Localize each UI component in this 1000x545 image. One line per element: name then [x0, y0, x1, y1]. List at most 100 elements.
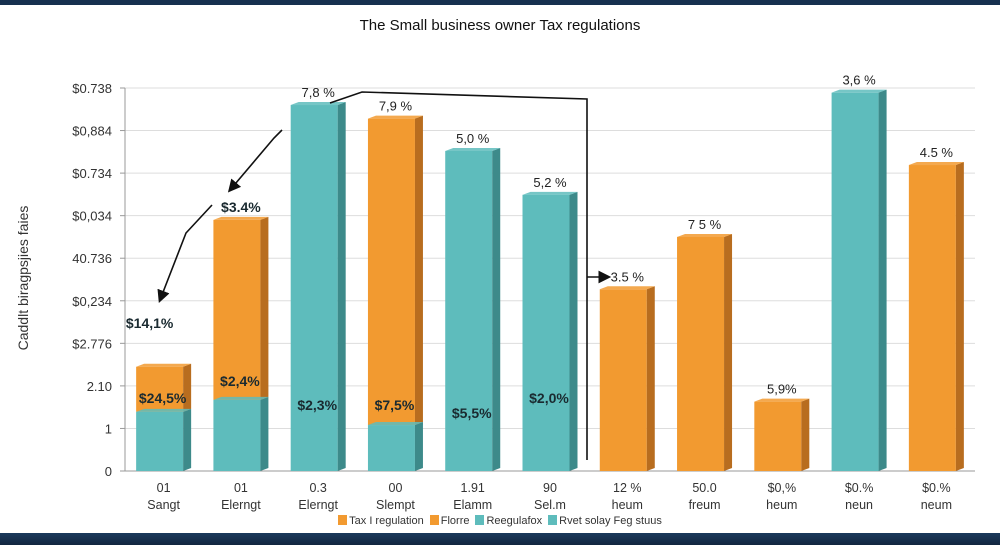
- x-category-sublabel: heum: [612, 498, 643, 512]
- bar-orange-top: [213, 216, 269, 220]
- bar-teal-top: [445, 147, 501, 151]
- x-category-label: $0.%: [845, 481, 874, 495]
- bar-orange-side: [801, 398, 810, 471]
- bar-orange-side: [646, 286, 655, 471]
- bar-orange: [677, 236, 725, 471]
- x-category-sublabel: Sangt: [147, 498, 180, 512]
- data-label-top: 5,9%: [767, 382, 797, 397]
- data-label-top: 3,6 %: [842, 73, 876, 88]
- bar-orange-side: [260, 216, 269, 400]
- legend-item: Florre: [429, 515, 470, 527]
- bar-teal-side: [260, 396, 269, 471]
- data-label-top: 4.5 %: [920, 145, 954, 160]
- data-label-top: 5,0 %: [456, 131, 490, 146]
- y-tick-label: $0.734: [72, 166, 112, 181]
- bar-orange: [367, 118, 415, 426]
- x-category-sublabel: Elamm: [453, 498, 492, 512]
- data-label-top: 5,2 %: [533, 175, 567, 190]
- bar-teal-top: [136, 408, 192, 412]
- legend-item: Rvet solay Feg stuus: [548, 515, 662, 527]
- bar-teal: [136, 411, 184, 471]
- x-category-sublabel: Sel.m: [534, 498, 566, 512]
- x-category-label: $0.%: [922, 481, 951, 495]
- bar-teal-top: [522, 191, 578, 195]
- bar-orange-top: [367, 115, 423, 119]
- top-frame-bar: [0, 0, 1000, 5]
- x-category-sublabel: neum: [921, 498, 952, 512]
- annotation-connector: [329, 91, 588, 460]
- x-category-label: 01: [157, 481, 171, 495]
- legend: Tax I regulation Florre Reegulafox Rvet sol…: [0, 515, 1000, 527]
- bar-teal-top: [290, 102, 346, 106]
- bar-orange-side: [955, 162, 964, 471]
- bar-teal-top: [367, 422, 423, 426]
- data-label-inner: $7,5%: [375, 397, 415, 413]
- data-label-top: $14,1%: [126, 315, 174, 331]
- bar-orange-top: [136, 363, 192, 367]
- data-label-top: 7,9 %: [379, 99, 413, 114]
- bar-orange: [754, 401, 802, 471]
- bar-orange: [213, 219, 261, 400]
- bar-teal-top: [213, 396, 269, 400]
- annotation-arrow-1: [227, 129, 283, 193]
- legend-swatch: [429, 515, 439, 525]
- bar-orange: [136, 366, 184, 412]
- bar-teal-side: [337, 102, 346, 472]
- data-label-inner: $2,0%: [529, 390, 569, 406]
- data-label-top: 7 5 %: [688, 217, 722, 232]
- x-category-label: 0.3: [309, 481, 326, 495]
- bar-teal-top: [831, 89, 887, 93]
- chart-title: The Small business owner Tax regulations: [359, 17, 641, 34]
- x-category-label: 12 %: [613, 481, 642, 495]
- bar-orange-top: [599, 286, 655, 290]
- bar-orange-side: [414, 115, 423, 426]
- y-tick-label: $0,034: [72, 209, 112, 224]
- bar-teal: [290, 105, 338, 472]
- y-tick-label: $0.738: [72, 81, 112, 96]
- data-label-inner: $24,5%: [139, 390, 187, 406]
- bar-orange-top: [908, 162, 964, 166]
- legend-swatch: [475, 515, 485, 525]
- bar-teal: [445, 150, 493, 471]
- x-category-label: 50.0: [692, 481, 716, 495]
- x-category-sublabel: Elerngt: [221, 498, 261, 512]
- bar-orange-side: [724, 233, 733, 471]
- legend-label: Rvet solay Feg stuus: [559, 515, 662, 527]
- bar-orange-side: [183, 363, 192, 412]
- x-category-label: 1.91: [461, 481, 485, 495]
- legend-swatch: [338, 515, 348, 525]
- x-category-sublabel: Elerngt: [298, 498, 338, 512]
- x-category-label: $0,%: [768, 481, 797, 495]
- bar-teal: [213, 399, 261, 471]
- x-category-sublabel: Slempt: [376, 498, 415, 512]
- legend-item: Reegulafox: [475, 515, 542, 527]
- legend-label: Florre: [440, 515, 470, 527]
- x-category-sublabel: heum: [766, 498, 797, 512]
- bar-teal-side: [492, 147, 501, 471]
- x-category-sublabel: neun: [845, 498, 873, 512]
- annotation-arrow-2: [157, 204, 213, 303]
- data-label-top: 3.5 %: [611, 269, 645, 284]
- y-tick-label: $0,884: [72, 124, 112, 139]
- y-tick-label: $2.776: [72, 336, 112, 351]
- bar-orange-top: [677, 233, 733, 237]
- x-category-sublabel: freum: [689, 498, 721, 512]
- y-tick-label: 1: [105, 421, 112, 436]
- bar-teal-side: [878, 89, 887, 471]
- bar-teal: [367, 425, 415, 471]
- legend-label: Reegulafox: [486, 515, 543, 527]
- bar-teal-side: [569, 191, 578, 471]
- data-label-inner: $5,5%: [452, 405, 492, 421]
- data-label-inner: $2,4%: [220, 373, 260, 389]
- x-category-label: 00: [389, 481, 403, 495]
- legend-label: Tax I regulation: [349, 515, 424, 527]
- y-tick-label: 2.10: [87, 379, 112, 394]
- bar-teal: [522, 194, 570, 471]
- y-tick-label: 0: [105, 464, 112, 479]
- y-tick-label: $0,234: [72, 294, 112, 309]
- data-label-inner: $2,3%: [297, 397, 337, 413]
- legend-item: Tax I regulation: [338, 515, 424, 527]
- bar-teal-side: [414, 422, 423, 471]
- legend-swatch: [548, 515, 558, 525]
